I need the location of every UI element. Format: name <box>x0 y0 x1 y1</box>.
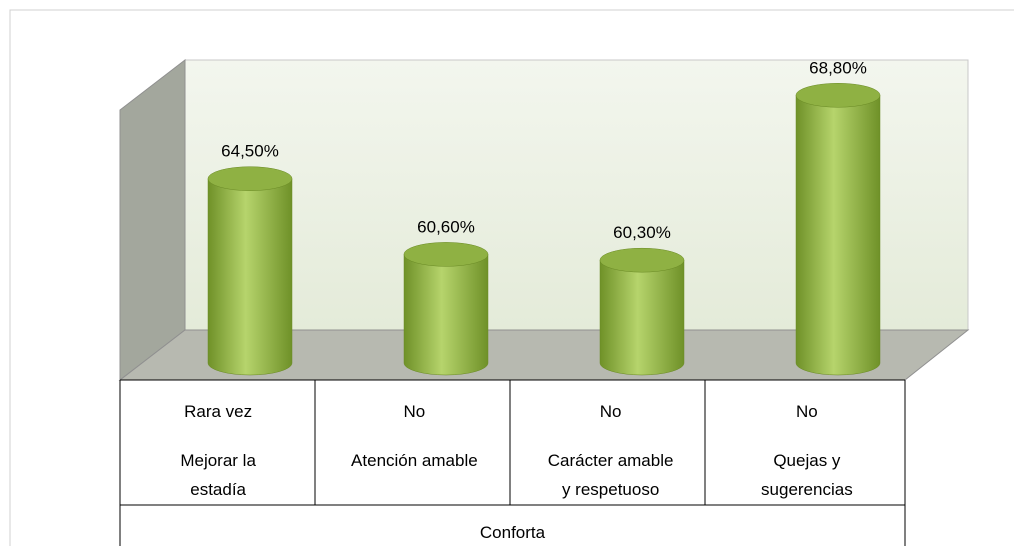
data-label: 60,30% <box>613 223 671 242</box>
data-label: 64,50% <box>221 142 279 161</box>
bar <box>207 178 293 376</box>
chart-frame <box>9 9 1014 546</box>
sublabel: Rara vez <box>184 402 253 421</box>
sublabel: No <box>403 402 426 421</box>
group-label: Conforta <box>479 523 546 542</box>
bar-top <box>207 166 293 191</box>
bar <box>403 254 489 376</box>
category-table <box>119 379 906 546</box>
data-label: 60,60% <box>417 217 475 236</box>
bar-top <box>403 242 489 267</box>
bar <box>795 95 881 376</box>
sublabel: No <box>796 402 818 421</box>
x-tick-label: Atención amable <box>351 451 478 470</box>
bar-top <box>795 83 881 108</box>
side-wall <box>119 58 186 382</box>
x-tick-label: Quejas y sugerencias <box>761 451 853 499</box>
x-tick-label: Carácter amable y respetuoso <box>547 451 674 499</box>
bar <box>599 259 685 376</box>
x-tick-label: Mejorar la estadía <box>180 451 256 499</box>
sublabel: No <box>599 402 622 421</box>
data-label: 68,80% <box>809 58 867 77</box>
bar-top <box>599 247 685 273</box>
